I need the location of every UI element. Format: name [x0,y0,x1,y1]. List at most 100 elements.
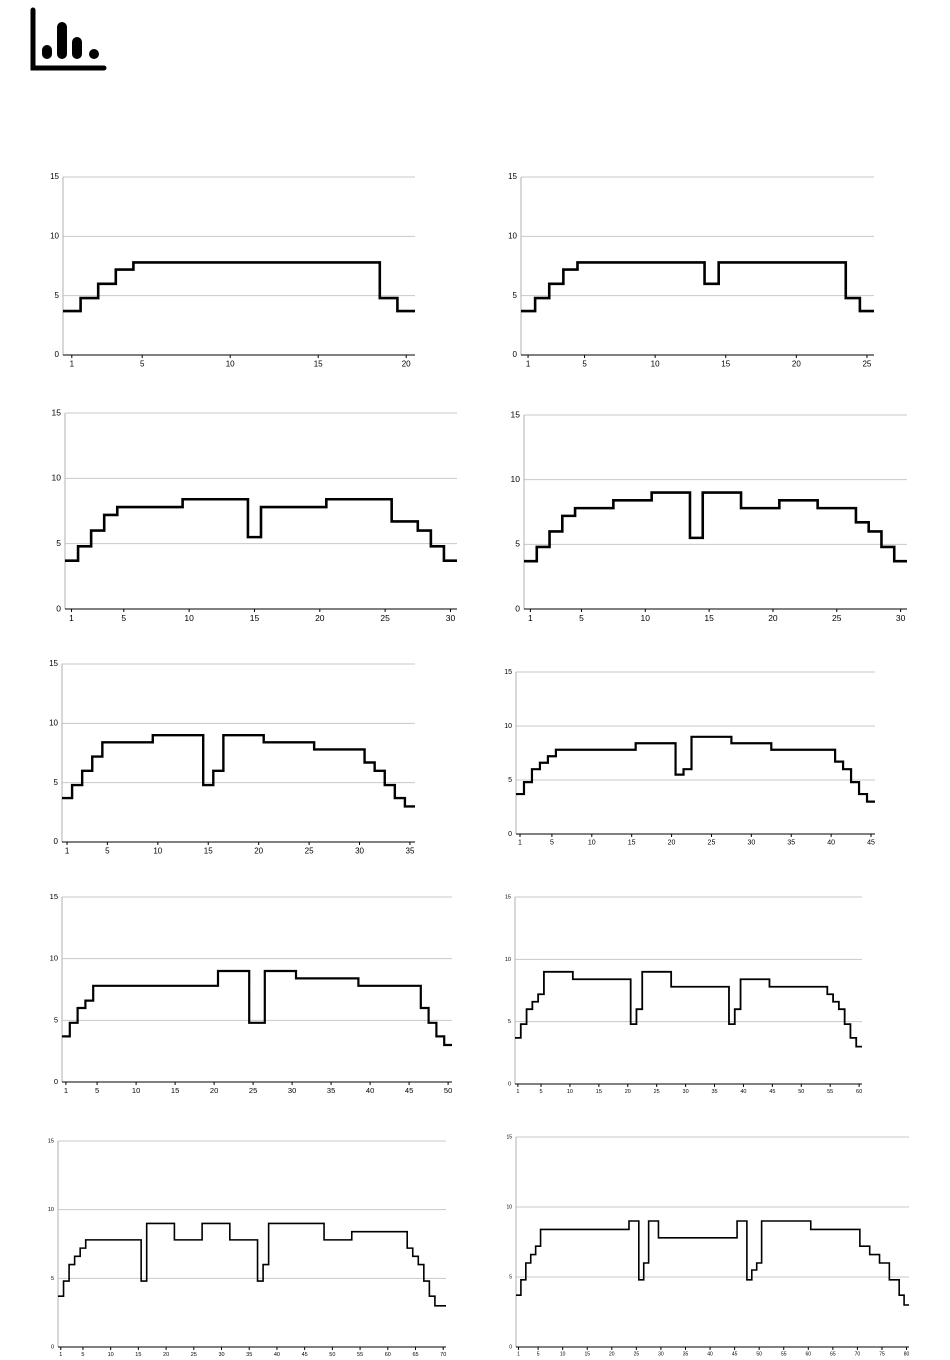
y-tick-label: 0 [54,1077,58,1086]
y-tick-label: 10 [52,473,62,483]
y-tick-label: 5 [55,291,60,300]
y-tick-label: 15 [504,669,512,676]
x-tick-label: 25 [305,847,314,856]
x-tick-label: 10 [226,360,235,369]
y-tick-label: 10 [504,723,512,730]
y-tick-label: 5 [51,1276,54,1282]
x-tick-label: 5 [95,1086,99,1095]
x-tick-label: 50 [444,1086,452,1095]
x-tick-label: 70 [855,1351,861,1357]
y-tick-label: 5 [54,778,59,787]
x-tick-label: 75 [879,1351,885,1357]
x-tick-label: 20 [402,360,411,369]
x-tick-label: 30 [218,1352,224,1358]
x-tick-label: 25 [380,613,390,623]
y-tick-label: 15 [50,172,59,181]
y-tick-label: 5 [56,538,61,548]
x-tick-label: 45 [732,1351,738,1357]
x-tick-label: 20 [163,1352,169,1358]
y-tick-label: 5 [515,539,520,549]
x-tick-label: 30 [747,839,755,846]
y-tick-label: 10 [50,954,58,963]
x-tick-label: 25 [249,1086,257,1095]
x-tick-label: 5 [550,839,554,846]
x-tick-label: 15 [596,1089,602,1095]
y-tick-label: 5 [508,1019,511,1025]
x-tick-label: 30 [355,847,364,856]
x-tick-label: 20 [668,839,676,846]
y-tick-label: 0 [509,1344,512,1350]
x-tick-label: 5 [537,1351,540,1357]
y-tick-label: 0 [508,831,512,838]
y-tick-label: 10 [48,1207,54,1213]
step-line [62,969,452,1047]
x-tick-label: 5 [579,613,584,623]
x-tick-label: 10 [567,1089,573,1095]
y-tick-label: 0 [513,350,518,359]
step-line [62,734,415,808]
step-line [516,735,875,803]
y-tick-label: 0 [55,350,60,359]
x-tick-label: 20 [315,613,325,623]
x-tick-label: 35 [327,1086,335,1095]
x-tick-label: 15 [250,613,260,623]
x-tick-label: 35 [711,1089,717,1095]
x-tick-label: 5 [81,1352,84,1358]
x-tick-label: 30 [683,1089,689,1095]
x-tick-label: 55 [781,1351,787,1357]
x-tick-label: 5 [582,360,587,369]
y-tick-label: 0 [515,603,520,613]
y-tick-label: 10 [49,718,58,727]
x-tick-label: 15 [584,1351,590,1357]
x-tick-label: 25 [191,1352,197,1358]
logo-icon [30,7,107,71]
x-tick-label: 20 [792,360,801,369]
x-tick-label: 30 [896,613,906,623]
x-tick-label: 1 [516,1089,519,1095]
step-line [516,1220,909,1306]
x-tick-label: 1 [65,847,70,856]
x-tick-label: 70 [440,1352,446,1358]
step-line [521,261,874,313]
y-tick-label: 15 [505,894,511,900]
step-line [515,970,862,1048]
x-tick-label: 10 [153,847,162,856]
y-tick-label: 15 [48,1138,54,1144]
x-tick-label: 65 [830,1351,836,1357]
y-tick-label: 0 [508,1081,511,1087]
x-tick-label: 1 [70,360,75,369]
x-tick-label: 10 [132,1086,140,1095]
y-tick-label: 5 [513,291,518,300]
x-tick-label: 20 [609,1351,615,1357]
y-tick-label: 15 [506,1134,512,1140]
step-line [524,491,907,563]
x-tick-label: 1 [517,1351,520,1357]
x-tick-label: 65 [412,1352,418,1358]
x-tick-label: 40 [274,1352,280,1358]
x-tick-label: 10 [651,360,660,369]
x-tick-label: 10 [641,613,651,623]
x-tick-label: 5 [140,360,145,369]
x-tick-label: 35 [246,1352,252,1358]
x-tick-label: 20 [625,1089,631,1095]
x-tick-label: 15 [314,360,323,369]
y-tick-label: 0 [54,837,59,846]
x-tick-label: 25 [634,1351,640,1357]
x-tick-label: 15 [135,1352,141,1358]
x-tick-label: 55 [827,1089,833,1095]
y-tick-label: 10 [511,474,521,484]
y-tick-label: 5 [509,1274,512,1280]
x-tick-label: 15 [204,847,213,856]
x-tick-label: 1 [59,1352,62,1358]
x-tick-label: 15 [171,1086,179,1095]
x-tick-label: 5 [539,1089,542,1095]
x-tick-label: 10 [588,839,596,846]
y-tick-label: 15 [50,892,58,901]
